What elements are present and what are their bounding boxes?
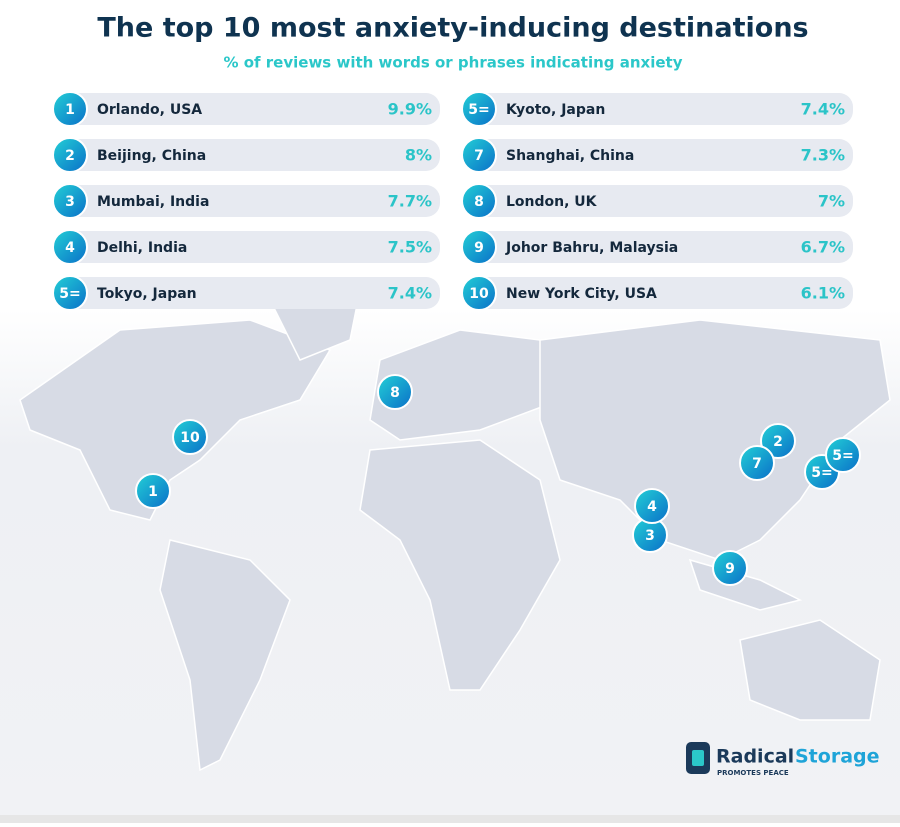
percentage: 7%: [818, 192, 845, 211]
rank-badge: [461, 91, 497, 127]
rank-badge: [52, 183, 88, 219]
rank-badge: [52, 91, 88, 127]
city-name: Kyoto, Japan: [506, 102, 605, 118]
rank-label: 5=: [59, 286, 80, 302]
map-markers: 1 2 3 4 5=5= 7 8 9 10: [135, 374, 861, 586]
bottom-bar: [0, 815, 900, 823]
city-name: London, UK: [506, 194, 598, 210]
percentage: 7.4%: [801, 100, 845, 119]
ranking-row: 9 Johor Bahru, Malaysia 6.7%: [461, 229, 853, 265]
map-marker: 1: [135, 473, 171, 509]
ranking-row: 7 Shanghai, China 7.3%: [461, 137, 853, 173]
rank-label: 2: [65, 148, 75, 164]
row-background: [53, 185, 440, 217]
subtitle: % of reviews with words or phrases indic…: [223, 54, 682, 72]
rank-badge: [461, 229, 497, 265]
row-background: [462, 277, 853, 309]
marker-pin: [760, 423, 796, 459]
row-background: [462, 139, 853, 171]
marker-label: 8: [390, 385, 400, 401]
row-background: [53, 139, 440, 171]
marker-pin: [377, 374, 413, 410]
marker-label: 7: [752, 456, 762, 472]
rank-label: 8: [474, 194, 484, 210]
ranking-row: 2 Beijing, China 8%: [52, 137, 440, 173]
marker-label: 5=: [832, 448, 853, 464]
percentage: 8%: [405, 146, 432, 165]
city-name: Johor Bahru, Malaysia: [505, 240, 678, 256]
ranking-row: 3 Mumbai, India 7.7%: [52, 183, 440, 219]
marker-pin: [825, 437, 861, 473]
marker-pin: [712, 550, 748, 586]
map-marker: 9: [712, 550, 748, 586]
percentage: 7.5%: [388, 238, 432, 257]
rank-badge: [461, 275, 497, 311]
ranking-list: 1 Orlando, USA 9.9% 2 Beijing, China 8% 3 Mumba…: [52, 91, 853, 311]
rank-label: 7: [474, 148, 484, 164]
percentage: 7.7%: [388, 192, 432, 211]
ranking-row: 10 New York City, USA 6.1%: [461, 275, 853, 311]
rank-badge: [52, 275, 88, 311]
row-background: [462, 93, 853, 125]
logo-icon-inner: [692, 750, 704, 766]
marker-pin: [172, 419, 208, 455]
percentage: 7.4%: [388, 284, 432, 303]
ranking-row: 1 Orlando, USA 9.9%: [52, 91, 440, 127]
rank-badge: [52, 137, 88, 173]
logo-text: Storage: [795, 746, 880, 768]
marker-label: 4: [647, 499, 657, 515]
percentage: 6.1%: [801, 284, 845, 303]
marker-label: 2: [773, 434, 783, 450]
percentage: 6.7%: [801, 238, 845, 257]
logo-tagline: PROMOTES PEACE: [717, 769, 789, 777]
row-background: [53, 277, 440, 309]
row-background: [53, 93, 440, 125]
rank-label: 5=: [468, 102, 489, 118]
marker-pin: [739, 445, 775, 481]
rank-label: 4: [65, 240, 75, 256]
map-marker: 5=: [825, 437, 861, 473]
ranking-row: 4 Delhi, India 7.5%: [52, 229, 440, 265]
world-map: [19, 289, 891, 772]
marker-label: 10: [180, 430, 200, 446]
rank-label: 3: [65, 194, 75, 210]
map-marker: 7: [739, 445, 775, 481]
logo-text: Radical: [716, 746, 794, 768]
city-name: Orlando, USA: [97, 102, 202, 118]
marker-label: 5=: [811, 465, 832, 481]
rank-label: 9: [474, 240, 484, 256]
row-background: [462, 231, 853, 263]
ranking-row: 5= Kyoto, Japan 7.4%: [461, 91, 853, 127]
city-name: New York City, USA: [506, 286, 657, 302]
rank-label: 1: [65, 102, 75, 118]
city-name: Tokyo, Japan: [97, 286, 197, 302]
marker-label: 9: [725, 561, 735, 577]
logo: Radical Storage PROMOTES PEACE: [686, 742, 880, 777]
map-marker: 2: [760, 423, 796, 459]
rank-badge: [52, 229, 88, 265]
city-name: Delhi, India: [97, 240, 187, 256]
row-background: [462, 185, 853, 217]
marker-label: 3: [645, 528, 655, 544]
city-name: Shanghai, China: [506, 148, 634, 164]
map-marker: 8: [377, 374, 413, 410]
rank-badge: [461, 183, 497, 219]
marker-pin: [634, 488, 670, 524]
city-name: Beijing, China: [97, 148, 206, 164]
city-name: Mumbai, India: [97, 194, 209, 210]
title: The top 10 most anxiety-inducing destina…: [97, 13, 808, 44]
marker-label: 1: [148, 484, 158, 500]
percentage: 7.3%: [801, 146, 845, 165]
rank-label: 10: [469, 286, 489, 302]
map-marker: 4: [634, 488, 670, 524]
row-background: [53, 231, 440, 263]
ranking-row: 8 London, UK 7%: [461, 183, 853, 219]
rank-badge: [461, 137, 497, 173]
marker-pin: [135, 473, 171, 509]
map-marker: 10: [172, 419, 208, 455]
percentage: 9.9%: [388, 100, 432, 119]
ranking-row: 5= Tokyo, Japan 7.4%: [52, 275, 440, 311]
